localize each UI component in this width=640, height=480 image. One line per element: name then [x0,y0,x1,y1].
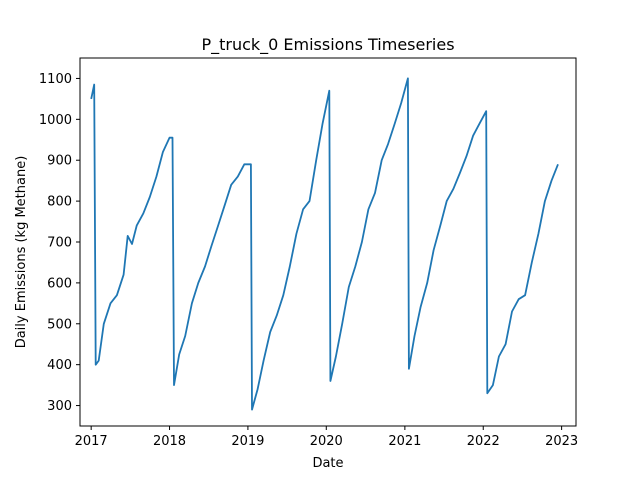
x-tick-label: 2019 [231,434,264,449]
y-axis-ticks: 300 400 500 600 700 800 900 1000 1100 [39,72,80,414]
x-tick-label: 2021 [388,434,421,449]
y-tick-label: 700 [47,236,72,251]
x-tick-label: 2018 [153,434,186,449]
y-tick-label: 600 [47,276,72,291]
y-tick-label: 400 [47,358,72,373]
x-tick-label: 2022 [467,434,500,449]
x-axis-label: Date [312,456,343,471]
y-tick-label: 1000 [39,113,72,128]
y-tick-label: 800 [47,195,72,210]
y-tick-label: 900 [47,154,72,169]
x-tick-label: 2020 [310,434,343,449]
x-tick-label: 2017 [75,434,108,449]
y-tick-label: 500 [47,317,72,332]
y-tick-label: 1100 [39,72,72,87]
x-tick-label: 2023 [545,434,578,449]
chart-title: P_truck_0 Emissions Timeseries [201,35,454,55]
y-tick-label: 300 [47,399,72,414]
y-axis-label: Daily Emissions (kg Methane) [14,156,29,349]
series-line [90,77,559,411]
x-axis-ticks: 2017 2018 2019 2020 2021 2022 2023 [75,426,578,449]
